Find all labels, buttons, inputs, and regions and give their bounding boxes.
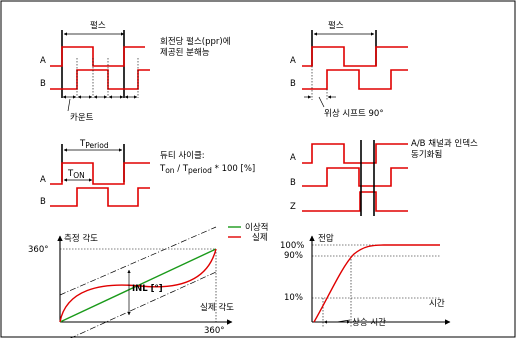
panel-duty-cycle: TPeriod TON A B 듀티 사이클: Ton / Tperiod * … xyxy=(40,139,255,207)
channel-a-label: A xyxy=(290,56,296,66)
x-tick-360: 360° xyxy=(204,326,224,336)
x-axis-label: 실제 각도 xyxy=(200,302,234,313)
tick-90: 90% xyxy=(284,251,303,261)
y-tick-360: 360° xyxy=(28,245,48,255)
panel-inl: 360° 360° 측정 각도 실제 각도 INL [°] 이상적 실제 xyxy=(28,222,268,338)
phase-shift-label: 위상 시프트 90° xyxy=(324,108,384,119)
tick-10: 10% xyxy=(284,293,303,303)
inl-bound-upper xyxy=(59,226,217,296)
sync-note-line2: 동기화됨 xyxy=(411,149,442,160)
inl-label: INL [°] xyxy=(132,284,163,294)
panel-phase-shift: 펄스 A B 위상 시프트 90° xyxy=(290,20,408,119)
count-leader xyxy=(67,98,71,112)
duty-formula: Ton / Tperiod * 100 [%] xyxy=(159,164,255,175)
channel-b-signal xyxy=(50,69,150,90)
rise-time-label: 상승 시간 xyxy=(352,317,386,328)
pulse-label: 펄스 xyxy=(328,20,344,31)
channel-z-signal xyxy=(302,191,408,212)
panel-index-sync: A B Z A/B 채널과 인덱스 동기화됨 xyxy=(290,138,478,216)
tick-100: 100% xyxy=(280,241,304,251)
resolution-note-line2: 제공된 분해능 xyxy=(160,47,210,58)
rise-curve xyxy=(313,244,440,323)
rise-leader xyxy=(336,319,351,323)
channel-a-signal xyxy=(302,143,408,164)
y-axis-label: 측정 각도 xyxy=(64,233,98,244)
resolution-note-line1: 회전당 펄스(ppr)에 xyxy=(160,36,231,47)
channel-b-label: B xyxy=(290,178,296,188)
channel-b-signal xyxy=(302,69,408,90)
channel-a-signal xyxy=(302,46,408,67)
real-curve xyxy=(59,248,217,323)
channel-a-label: A xyxy=(290,153,296,163)
inl-bound-lower xyxy=(70,271,217,338)
pulse-label: 펄스 xyxy=(90,20,106,31)
legend-real-label: 실제 xyxy=(252,232,268,243)
channel-a-signal xyxy=(50,46,145,67)
channel-a-signal xyxy=(50,162,150,185)
t-on-label: TON xyxy=(67,169,85,180)
channel-b-label: B xyxy=(40,79,46,89)
duty-title: 듀티 사이클: xyxy=(160,150,205,161)
panel-rise-time: 전압 시간 100% 90% 10% 상승 시간 xyxy=(280,233,451,328)
sync-note-line1: A/B 채널과 인덱스 xyxy=(411,138,478,149)
channel-b-signal xyxy=(302,167,408,187)
t-period-label: TPeriod xyxy=(79,139,109,150)
voltage-label: 전압 xyxy=(318,233,334,244)
channel-b-signal xyxy=(50,187,150,207)
channel-b-label: B xyxy=(40,197,46,207)
time-label: 시간 xyxy=(429,298,445,309)
channel-a-label: A xyxy=(40,175,46,185)
channel-z-label: Z xyxy=(290,202,296,212)
legend-ideal-label: 이상적 xyxy=(245,222,268,233)
channel-b-label: B xyxy=(290,79,296,89)
phase-leader xyxy=(318,96,325,108)
channel-a-label: A xyxy=(40,56,46,66)
count-label: 카운트 xyxy=(70,113,94,123)
panel-pulse-resolution: 펄스 A B 카운트 회전당 펄스(ppr)에 제공된 분해능 xyxy=(40,20,231,123)
